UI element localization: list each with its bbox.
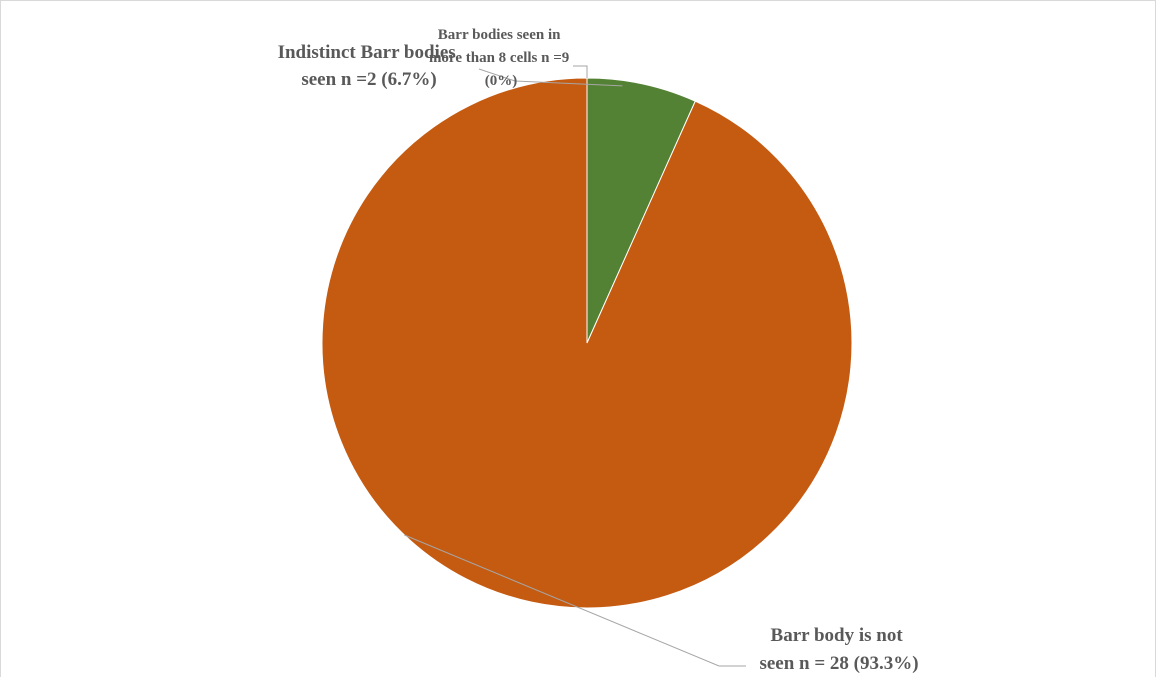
- label-line: Indistinct Barr bodies: [278, 42, 456, 63]
- slices-layer: [321, 77, 853, 609]
- leader-line-not-seen: [404, 534, 746, 667]
- label-line: seen n = 28 (93.3%): [759, 653, 918, 674]
- slice-not-seen: [321, 77, 853, 609]
- label-barr-bodies-more-than-8: Barr bodies seen in more than 8 cells n …: [429, 27, 573, 89]
- label-line: Barr body is not: [771, 625, 904, 646]
- label-line: seen n =2 (6.7%): [301, 69, 436, 90]
- label-barr-body-not-seen: Barr body is not seen n = 28 (93.3%): [759, 625, 918, 674]
- leader-line-indistinct: [478, 68, 623, 87]
- label-line: (0%): [485, 73, 518, 89]
- label-line: more than 8 cells n =9: [429, 50, 569, 66]
- slice-indistinct: [586, 77, 696, 344]
- label-indistinct-barr-bodies: Indistinct Barr bodies seen n =2 (6.7%): [278, 42, 461, 90]
- leader-lines-layer: [404, 65, 746, 667]
- label-line: Barr bodies seen in: [438, 27, 561, 43]
- leader-line-more-than-8: [573, 65, 588, 78]
